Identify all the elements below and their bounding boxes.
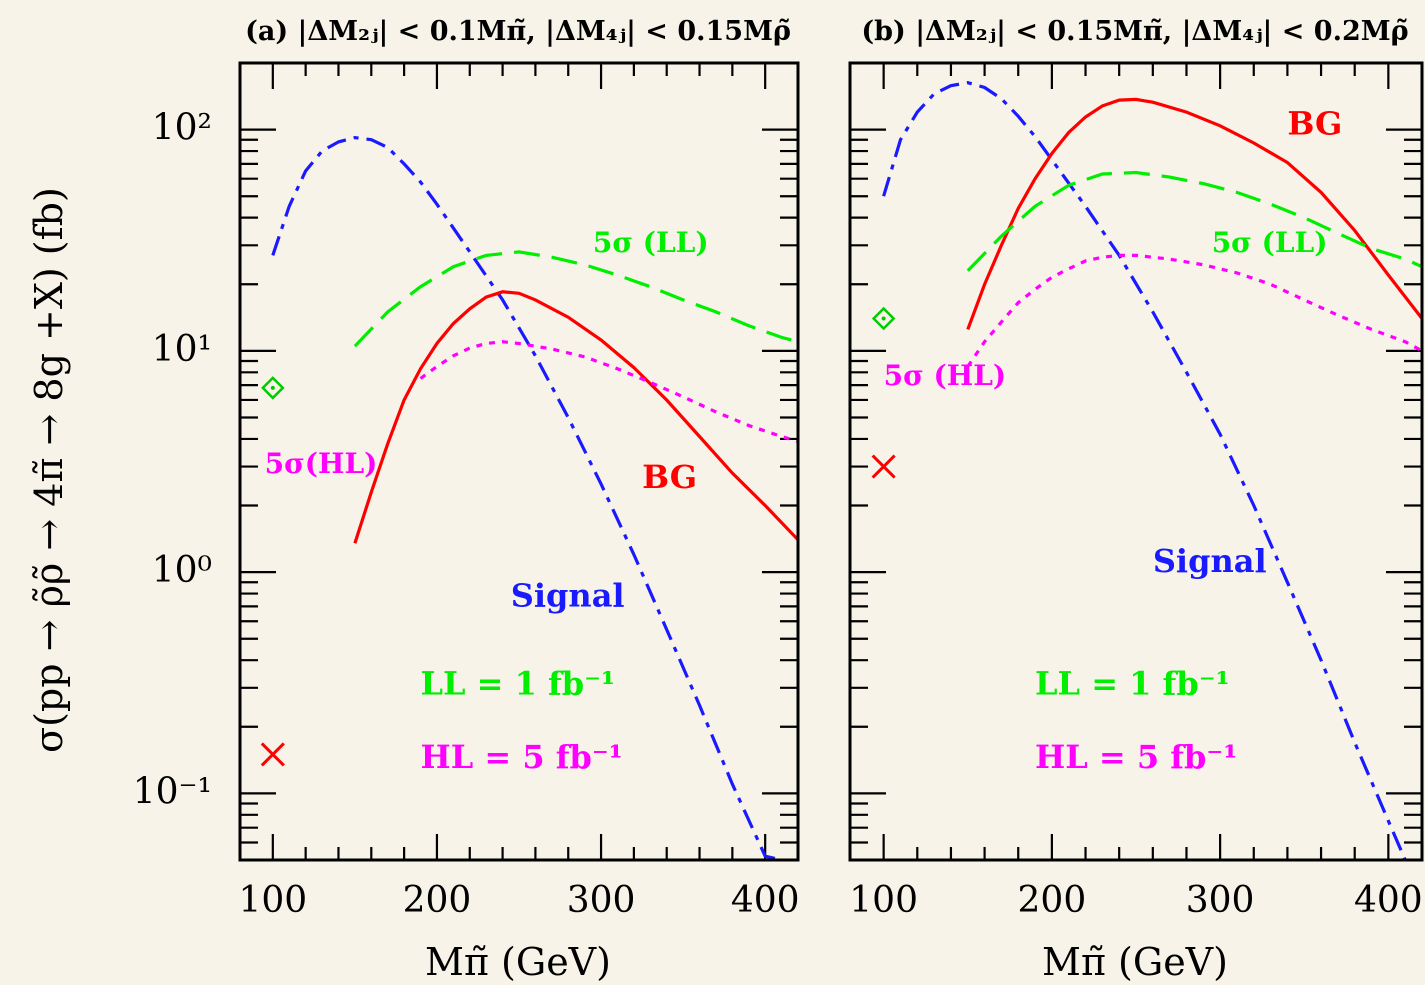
panel-b-annotation: LL = 1 fb⁻¹ — [1035, 664, 1230, 702]
panel-b-series-ll — [966, 170, 1423, 272]
panel-b-markers — [871, 306, 896, 479]
panel-b-series-bg — [966, 97, 1424, 330]
panel-a-x-tick-label: 100 — [238, 880, 307, 921]
panel-a: (a) |ΔM₂ⱼ| < 0.1Mπ̃, |ΔM₄ⱼ| < 0.15Mρ̃ Mπ… — [133, 16, 800, 984]
panel-b-marker-diamond-dot — [881, 316, 886, 321]
panel-a-series-signal — [271, 135, 782, 862]
panel-a-annotations: 5σ (LL) 5σ(HL) BG Signal LL = 1 fb⁻¹ HL = 5 f… — [265, 226, 709, 776]
panel-b: (b) |ΔM₂ⱼ| < 0.15Mπ̃, |ΔM₄ⱼ| < 0.2Mρ̃ Mπ… — [848, 16, 1424, 984]
panel-b-annotation: BG — [1287, 105, 1342, 143]
panel-a-annotation: 5σ (LL) — [593, 226, 709, 259]
panel-a-series-hl — [419, 340, 799, 443]
panel-b-series-hl — [966, 253, 1423, 368]
y-axis-title: σ(pp → ρ̃ρ̃ → 4π̃ → 8g +X) (fb) — [27, 187, 71, 753]
panel-a-annotation: BG — [642, 458, 697, 496]
panel-a-title: (a) |ΔM₂ⱼ| < 0.1Mπ̃, |ΔM₄ⱼ| < 0.15Mρ̃ — [245, 16, 791, 47]
panel-b-annotations: BG 5σ (LL) 5σ (HL) Signal LL = 1 fb⁻¹ HL = 5 … — [884, 105, 1343, 777]
panel-b-series-signal — [882, 81, 1407, 861]
panel-b-title: (b) |ΔM₂ⱼ| < 0.15Mπ̃, |ΔM₄ⱼ| < 0.2Mρ̃ — [861, 16, 1408, 47]
panel-a-annotation: LL = 1 fb⁻¹ — [421, 664, 616, 702]
panel-b-marker-cross — [871, 454, 896, 479]
panel-b-annotation: 5σ (HL) — [884, 359, 1007, 392]
panel-a-markers — [260, 376, 285, 767]
panel-b-x-tick-label: 400 — [1354, 880, 1423, 921]
panel-a-annotation: HL = 5 fb⁻¹ — [421, 738, 623, 776]
panel-a-x-tick-label: 400 — [731, 880, 800, 921]
panel-a-y-tick-label: 10² — [152, 108, 212, 149]
panel-b-x-tick-label: 200 — [1018, 880, 1087, 921]
panel-a-marker-diamond — [261, 376, 285, 400]
panel-b-x-tick-label: 100 — [849, 880, 918, 921]
panel-a-x-tick-label: 300 — [567, 880, 636, 921]
panel-a-annotation: 5σ(HL) — [265, 447, 378, 480]
panel-b-frame — [848, 61, 1424, 862]
panel-a-x-tick-label: 200 — [403, 880, 472, 921]
panel-b-annotation: HL = 5 fb⁻¹ — [1035, 738, 1237, 776]
panel-b-annotation: 5σ (LL) — [1212, 226, 1328, 259]
panel-a-x-axis-title: Mπ̃ (GeV) — [425, 940, 611, 984]
panel-a-y-tick-label: 10¹ — [152, 329, 212, 370]
panel-a-annotation: Signal — [511, 576, 625, 614]
panel-b-marker-diamond — [871, 306, 896, 331]
panel-b-ticks: 100 200 300 400 — [848, 61, 1424, 921]
panel-a-series-bg — [353, 290, 800, 544]
panel-a-frame — [238, 61, 800, 862]
panel-a-ticks: 100 200 300 400 10⁻¹ 10⁰ 10¹ 10² — [133, 61, 800, 921]
panel-b-x-axis-title: Mπ̃ (GeV) — [1042, 940, 1228, 984]
panel-b-x-tick-label: 300 — [1186, 880, 1255, 921]
panel-a-marker-diamond-dot — [270, 385, 275, 390]
panel-b-annotation: Signal — [1153, 542, 1267, 580]
panel-a-series — [271, 135, 800, 862]
panel-a-series-ll — [353, 250, 799, 348]
panel-b-series — [882, 81, 1424, 861]
panel-a-marker-cross — [260, 742, 285, 767]
panel-a-y-tick-label: 10⁰ — [152, 550, 212, 591]
panel-a-y-tick-label: 10⁻¹ — [133, 771, 212, 812]
